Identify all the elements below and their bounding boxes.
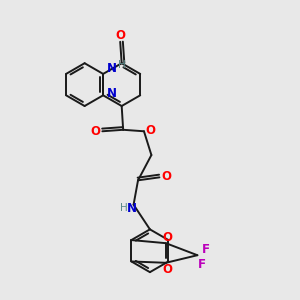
Text: O: O — [162, 263, 172, 276]
Text: F: F — [198, 258, 206, 271]
Text: N: N — [127, 202, 137, 215]
Text: H: H — [118, 60, 125, 70]
Text: N: N — [107, 62, 117, 75]
Text: O: O — [91, 125, 101, 138]
Text: N: N — [106, 87, 116, 100]
Text: F: F — [202, 243, 210, 256]
Text: H: H — [120, 203, 128, 213]
Text: O: O — [146, 124, 155, 136]
Text: O: O — [161, 170, 171, 183]
Text: O: O — [115, 29, 125, 42]
Text: O: O — [162, 231, 172, 244]
